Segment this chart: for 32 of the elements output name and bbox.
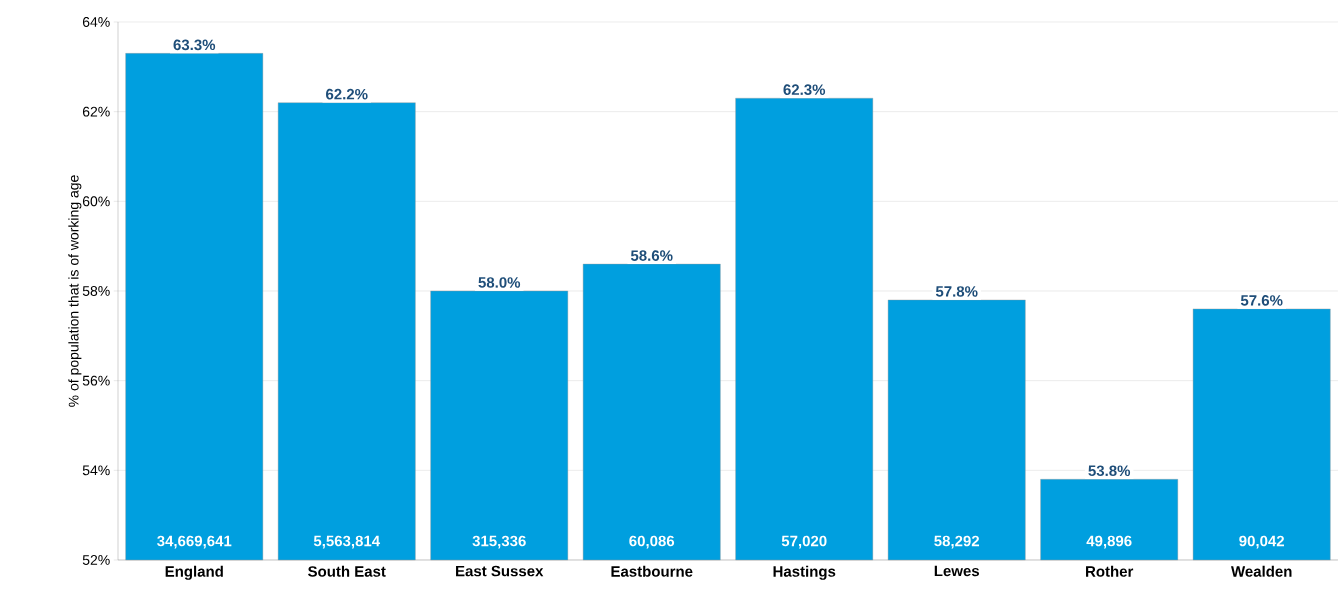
- data-label: 58.0%: [478, 277, 521, 288]
- x-tick-label: Eastbourne: [611, 565, 693, 577]
- annotation: 5,563,814: [313, 535, 381, 549]
- x-tick-label: Lewes: [934, 565, 980, 577]
- annotation: 60,086: [629, 535, 675, 549]
- data-label: 58.6%: [630, 250, 673, 261]
- x-tick-label: Hastings: [773, 565, 836, 580]
- y-tick-label: 58%: [82, 286, 110, 296]
- x-tick-label: South East: [308, 565, 386, 577]
- y-tick-label: 60%: [82, 196, 110, 207]
- data-label: 63.3%: [173, 39, 216, 51]
- y-tick-label: 56%: [82, 375, 110, 386]
- annotation: 90,042: [1239, 535, 1285, 549]
- annotation: 57,020: [781, 535, 827, 549]
- annotation: 315,336: [472, 535, 526, 549]
- annotation: 34,669,641: [157, 535, 232, 549]
- x-tick-label: Wealden: [1231, 565, 1292, 577]
- y-axis-title: % of population that is of working age: [68, 175, 82, 407]
- annotation: 49,896: [1086, 535, 1132, 549]
- data-label: 62.2%: [326, 88, 368, 100]
- annotation: 58,292: [934, 535, 980, 549]
- y-tick-label: 52%: [82, 555, 110, 565]
- x-tick-label: Rother: [1086, 565, 1134, 577]
- y-tick-label: 62%: [82, 106, 110, 117]
- data-label: 57.6%: [1240, 295, 1283, 306]
- data-label: 62.3%: [783, 84, 826, 95]
- y-tick-label: 64%: [82, 17, 110, 27]
- data-label: 57.8%: [935, 286, 978, 297]
- y-tick-label: 54%: [82, 465, 110, 476]
- x-tick-label: England: [165, 565, 223, 580]
- data-label: 53.8%: [1088, 465, 1131, 477]
- x-tick-label: East Sussex: [456, 565, 544, 577]
